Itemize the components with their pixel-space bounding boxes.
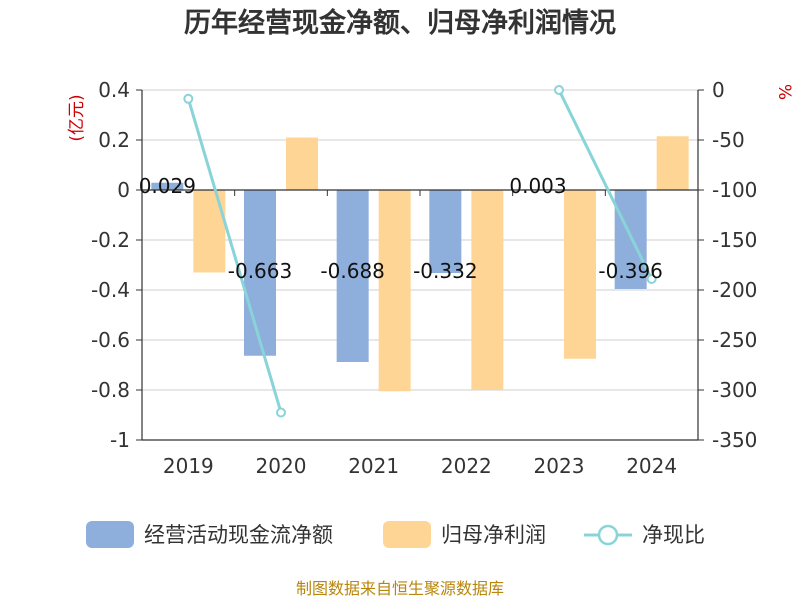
- y-left-tick-label: 0.2: [98, 128, 130, 152]
- x-tick-label: 2023: [534, 454, 585, 478]
- legend-swatch-ratio-marker: [597, 524, 619, 546]
- y-right-tick-label: 0: [712, 78, 725, 102]
- y-right-tick-label: -150: [712, 228, 757, 252]
- y-right-tick-label: -300: [712, 378, 757, 402]
- y-right-tick-label: -250: [712, 328, 757, 352]
- bar: [151, 182, 184, 190]
- y-right-tick-label: -100: [712, 178, 757, 202]
- y-left-tick-label: -0.4: [91, 278, 130, 302]
- bar: [656, 136, 689, 190]
- bar: [244, 190, 276, 356]
- y-left-tick-label: -0.8: [91, 378, 130, 402]
- line-point: [183, 93, 194, 104]
- line-segment: [557, 89, 654, 280]
- bar: [378, 190, 411, 392]
- y-left-tick-label: -1: [110, 428, 130, 452]
- legend-label-ratio: 净现比: [642, 523, 705, 547]
- y-right-tick-label: -200: [712, 278, 757, 302]
- y-left-tick-label: -0.2: [91, 228, 130, 252]
- legend-swatch-profit: [383, 521, 431, 548]
- line-series: [183, 85, 657, 418]
- bar: [564, 190, 596, 359]
- y-right-tick-label: -50: [712, 128, 745, 152]
- x-tick-label: 2021: [348, 454, 399, 478]
- source-note: 制图数据来自恒生聚源数据库: [296, 579, 504, 598]
- y-left-tick-label: 0: [117, 178, 130, 202]
- x-tick-label: 2020: [256, 454, 307, 478]
- data-label: 0.029: [139, 174, 196, 198]
- data-label: -0.332: [413, 259, 477, 283]
- tick-labels: 0.4 0.2 0 -0.2 -0.4 -0.6 -0.8 -1 0 -50 -100 -150 -20…: [91, 78, 757, 478]
- y-left-tick-label: 0.4: [98, 78, 130, 102]
- legend-label-cashflow: 经营活动现金流净额: [144, 523, 333, 547]
- data-label: -0.396: [598, 259, 662, 283]
- chart-title: 历年经营现金净额、归母净利润情况: [184, 7, 616, 39]
- y-left-tick-label: -0.6: [91, 328, 130, 352]
- data-label: -0.688: [320, 259, 384, 283]
- data-label: 0.003: [509, 174, 566, 198]
- axes: [136, 89, 704, 441]
- bar: [286, 137, 318, 190]
- bar: [193, 190, 226, 273]
- line-segment: [186, 98, 283, 413]
- right-axis-unit: %: [774, 84, 794, 100]
- bar: [471, 190, 504, 390]
- legend-label-profit: 归母净利润: [441, 523, 546, 547]
- line-point: [554, 85, 564, 95]
- data-labels: 0.029 -0.663 -0.688 -0.332 0.003 -0.396: [139, 174, 663, 283]
- x-tick-label: 2022: [441, 454, 492, 478]
- y-right-tick-label: -350: [712, 428, 757, 452]
- legend: 经营活动现金流净额 归母净利润 净现比: [86, 521, 705, 548]
- bar: [429, 190, 462, 273]
- data-label: -0.663: [228, 259, 292, 283]
- line-point: [646, 274, 657, 284]
- legend-swatch-cashflow: [86, 521, 134, 548]
- x-tick-label: 2019: [163, 454, 214, 478]
- x-tick-label: 2024: [626, 454, 677, 478]
- line-point: [276, 407, 286, 418]
- left-axis-unit: (亿元): [67, 94, 87, 141]
- bar: [336, 190, 369, 362]
